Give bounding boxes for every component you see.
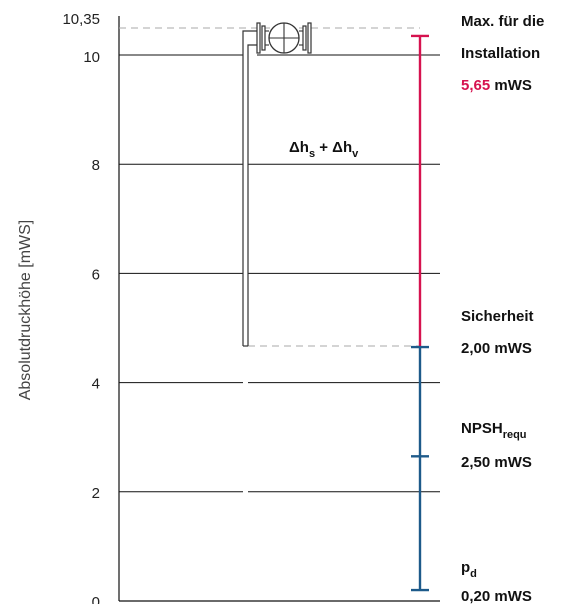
tick-label: 6 [92,266,100,283]
tick-label: 4 [92,376,100,393]
pipe-loss-label: Δhs + Δhv [289,139,359,160]
max-label-line2: Installation [461,45,540,62]
y-axis-label: Absolutdruckhöhe [mWS] [17,220,34,401]
pd-label: pd [461,559,477,580]
tick-label: 0 [92,594,100,604]
pd-value: 0,20 mWS [461,588,532,604]
npsh-label: NPSHrequ [461,420,527,441]
grid-lines [119,54,440,493]
segment-markers [411,345,429,592]
safety-label: Sicherheit [461,308,534,325]
suction-pipe [242,22,312,347]
tick-label: 10,35 [62,11,100,28]
pressure-segments [411,34,429,591]
npsh-value: 2,50 mWS [461,454,532,471]
tick-labels: 0 2 4 6 8 10 10,35 [62,11,100,604]
tick-label: 10 [83,49,100,66]
tick-label: 8 [92,157,100,174]
tick-label: 2 [92,485,100,502]
max-label-line1: Max. für die [461,13,544,30]
max-value: 5,65 mWS [461,77,532,94]
safety-value: 2,00 mWS [461,340,532,357]
